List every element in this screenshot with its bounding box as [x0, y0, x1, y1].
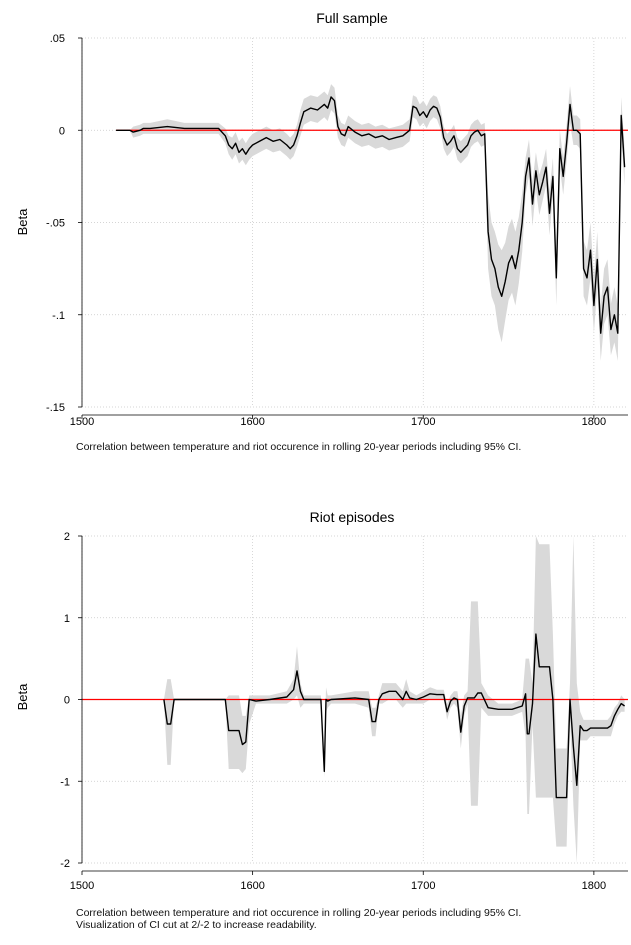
caption-line: Correlation between temperature and riot… [76, 907, 522, 919]
x-tick-label: 1500 [70, 880, 94, 892]
caption-full-sample: Correlation between temperature and riot… [76, 441, 521, 453]
y-tick-label: -.15 [46, 402, 65, 414]
chart-full-sample: Full sample Beta .05 0 -.05 -.1 -.15 1500 1600… [15, 10, 628, 428]
y-tick-label: -2 [60, 858, 70, 870]
y-tick-label: -.1 [52, 310, 65, 322]
beta-line [163, 633, 626, 799]
x-tick-label: 1700 [411, 880, 435, 892]
x-tick-label: 1600 [240, 880, 264, 892]
x-tick-label: 1800 [582, 880, 606, 892]
x-tick-label: 1600 [240, 416, 264, 428]
y-tick-label: 2 [64, 531, 70, 543]
y-tick-label: 1 [64, 613, 70, 625]
y-tick-label: .05 [50, 33, 65, 45]
caption-line: Correlation between temperature and riot… [76, 441, 522, 453]
x-tick-label: 1700 [411, 416, 435, 428]
x-tick-label: 1500 [70, 416, 94, 428]
caption-riot-episodes: Correlation between temperature and riot… [76, 907, 521, 931]
y-tick-label: -1 [60, 776, 70, 788]
beta-line [116, 96, 626, 334]
caption-line: Visualization of CI cut at 2/-2 to incre… [76, 919, 317, 931]
y-tick-label: 0 [59, 125, 65, 137]
x-tick-label: 1800 [582, 416, 606, 428]
chart-title: Riot episodes [310, 509, 395, 525]
y-tick-label: 0 [64, 695, 70, 707]
confidence-band [116, 84, 625, 361]
chart-title: Full sample [316, 10, 388, 26]
y-axis-label: Beta [15, 208, 30, 236]
y-tick-label: -.05 [46, 218, 65, 230]
y-axis-label: Beta [15, 683, 30, 711]
